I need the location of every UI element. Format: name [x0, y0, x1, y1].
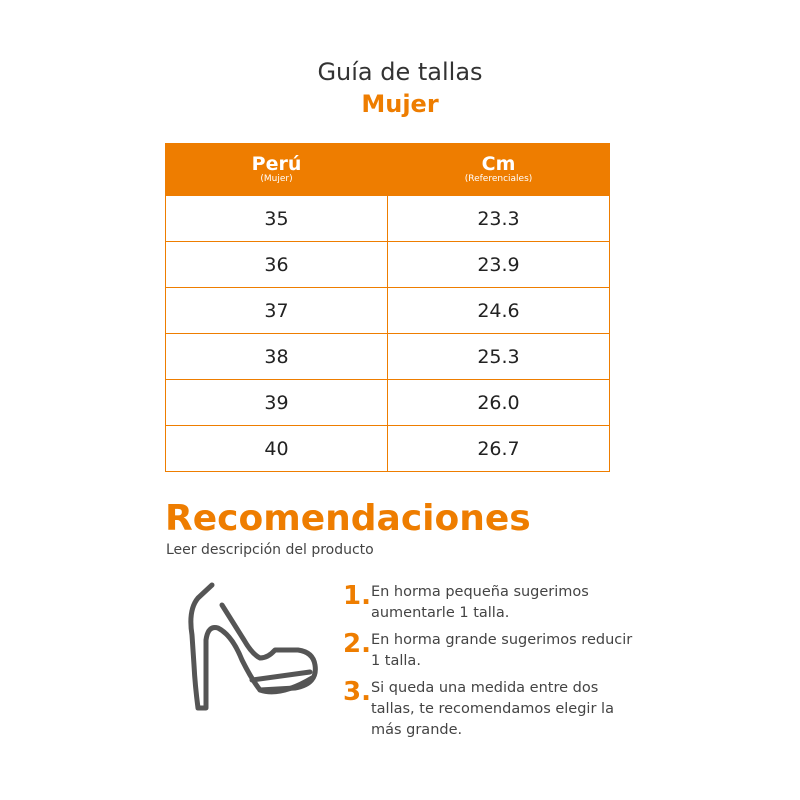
peru-size-cell: 36 [165, 241, 388, 288]
table-row: 36 23.9 [165, 241, 610, 288]
peru-size-cell: 39 [165, 379, 388, 426]
table-row: 35 23.3 [165, 195, 610, 242]
list-item: 3. Si queda una medida entre dos tallas, … [343, 678, 643, 741]
list-item: 2. En horma grande sugerimos reducir 1 ta… [343, 630, 643, 672]
cm-cell: 26.7 [387, 425, 610, 472]
column-header-cm: Cm (Referenciales) [387, 143, 610, 196]
peru-size-cell: 40 [165, 425, 388, 472]
table-row: 37 24.6 [165, 287, 610, 334]
size-table: Perú (Mujer) Cm (Referenciales) 35 23.3 36 23… [165, 143, 610, 472]
cm-cell: 26.0 [387, 379, 610, 426]
recommendations-subtitle: Leer descripción del producto [166, 542, 374, 558]
item-number: 2. [343, 629, 371, 659]
recommendations-list: 1. En horma pequeña sugerimos aumentarle … [343, 582, 643, 747]
item-number: 3. [343, 677, 371, 707]
cm-cell: 24.6 [387, 287, 610, 334]
table-row: 40 26.7 [165, 425, 610, 472]
recommendations-title: Recomendaciones [165, 498, 531, 539]
item-text: Si queda una medida entre dos tallas, te… [370, 680, 614, 738]
cm-cell: 23.3 [387, 195, 610, 242]
page-title: Guía de tallas [317, 58, 483, 86]
peru-size-cell: 38 [165, 333, 388, 380]
page-subtitle: Mujer [361, 90, 439, 118]
list-item: 1. En horma pequeña sugerimos aumentarle … [343, 582, 643, 624]
table-row: 39 26.0 [165, 379, 610, 426]
item-text: En horma grande sugerimos reducir 1 tall… [370, 632, 633, 669]
item-number: 1. [343, 581, 371, 611]
cm-cell: 25.3 [387, 333, 610, 380]
peru-size-cell: 35 [165, 195, 388, 242]
cm-cell: 23.9 [387, 241, 610, 288]
item-text: En horma pequeña sugerimos aumentarle 1 … [370, 584, 589, 621]
peru-size-cell: 37 [165, 287, 388, 334]
table-row: 38 25.3 [165, 333, 610, 380]
column-header-peru: Perú (Mujer) [165, 143, 388, 196]
high-heel-shoe-icon [188, 582, 318, 711]
